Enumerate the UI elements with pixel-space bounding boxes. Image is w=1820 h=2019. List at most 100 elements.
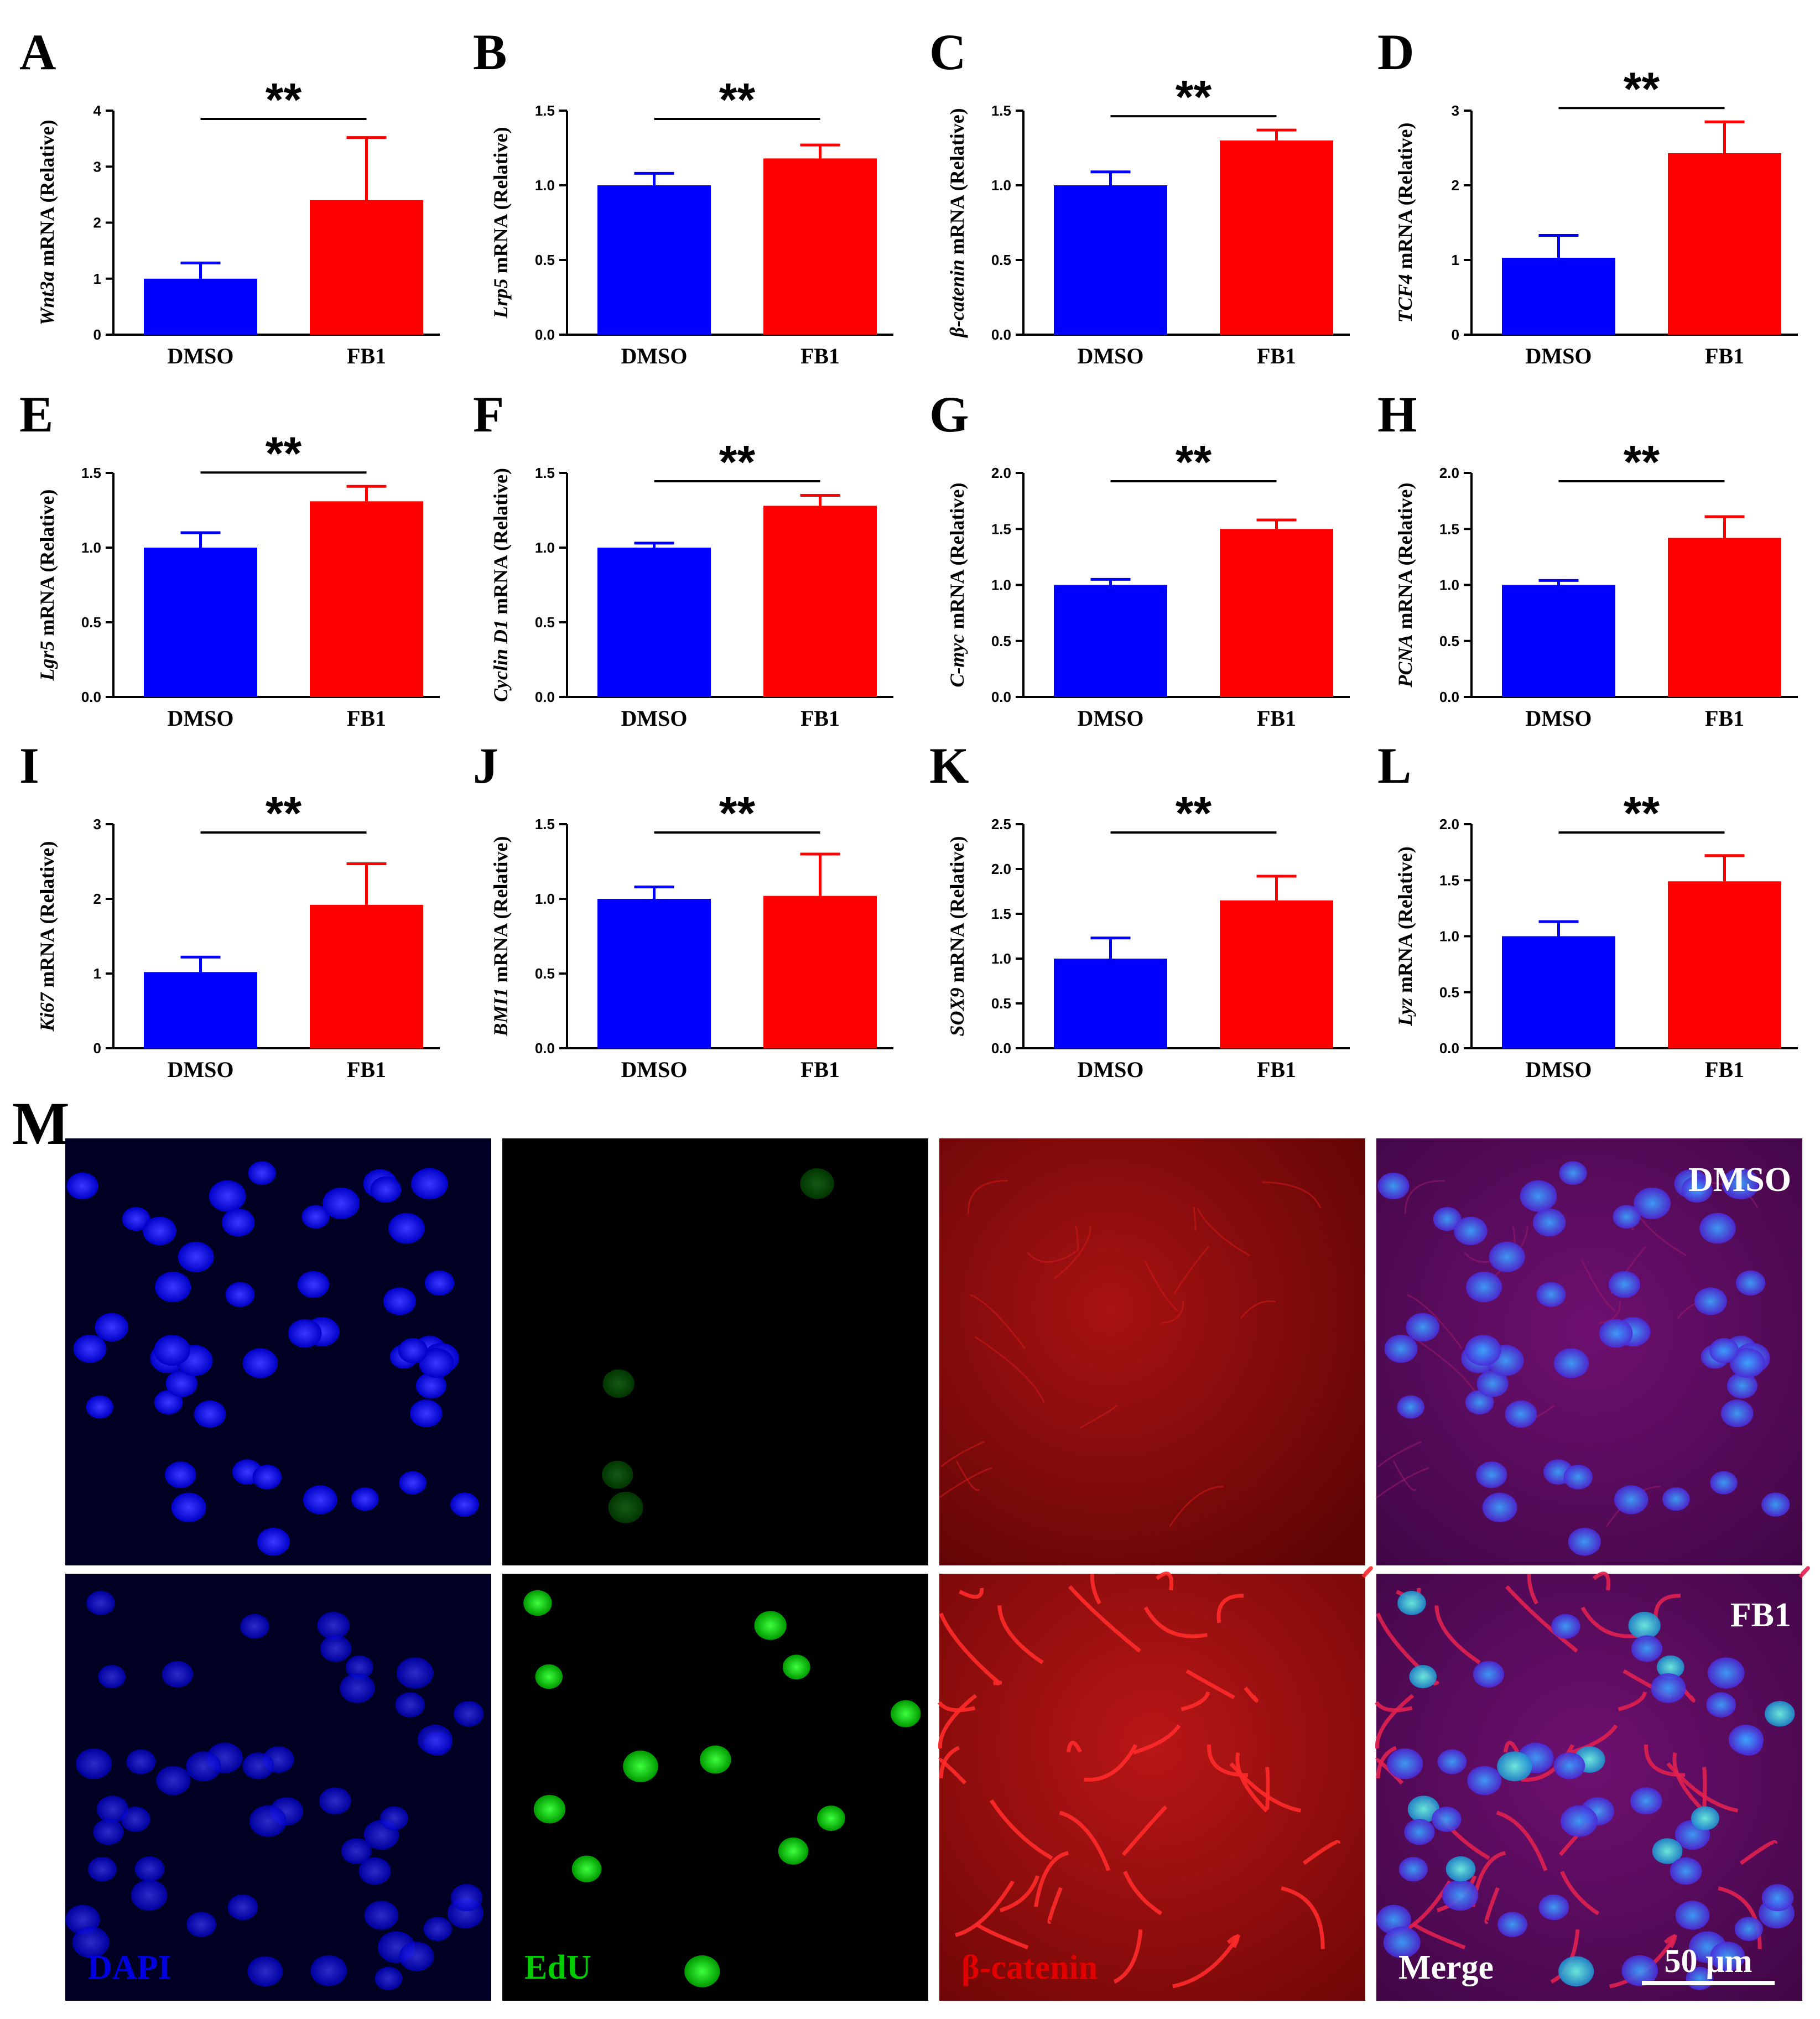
nucleus [93,1819,124,1845]
merged-nucleus [1699,1213,1736,1244]
merged-nucleus [1728,1724,1764,1755]
y-tick-label: 1.5 [1439,872,1459,888]
y-tick-label: 1.5 [1439,521,1459,537]
cell-membrane [940,1440,985,1468]
bar-dmso [144,972,257,1048]
x-tick-label: DMSO [1526,706,1592,731]
y-axis-suffix: mRNA (Relative) [36,841,58,993]
cell-membrane [1505,1585,1578,1653]
merged-nucleus [1681,1176,1713,1203]
y-tick-label: 1.0 [1439,577,1459,594]
merged-nucleus [1387,1748,1423,1779]
nucleus [395,1692,425,1718]
y-tick-label: 0.5 [991,252,1011,268]
merged-nucleus [1691,1806,1719,1830]
nucleus [86,1591,115,1615]
cell-membrane [1599,1300,1621,1324]
nucleus [303,1485,337,1515]
cell-membrane [1666,1762,1739,1813]
chart-panel-d: D 0 1 2 3 TCF4 mRNA (Relative) DMSO FB1 ** [1377,24,1798,368]
nucleus [131,1880,168,1911]
nucleus [301,1205,330,1229]
cell-membrane [1569,1724,1618,1755]
y-tick-label: 0.0 [535,1040,555,1057]
merged-nucleus [1727,1372,1757,1399]
nucleus [86,1395,113,1419]
x-tick-label: FB1 [347,1057,386,1082]
nucleus [87,1856,117,1882]
merged-nucleus [1532,1208,1566,1237]
y-axis-gene: Lgr5 [36,641,58,681]
cell-membrane [1265,1767,1270,1810]
y-axis-gene: BMI1 [490,987,512,1037]
y-tick-label: 0.5 [991,633,1011,649]
significance-stars: ** [266,74,302,126]
x-tick-label: FB1 [800,344,840,368]
significance-stars: ** [1176,787,1212,839]
merged-nucleus [1621,1955,1658,1986]
x-tick-label: FB1 [1257,1057,1296,1082]
nucleus [162,1661,194,1688]
channel-label-dapi: DAPI [87,1949,171,1986]
nucleus [194,1400,226,1428]
y-tick-label: 1 [1452,252,1459,268]
cell-membrane [1377,1440,1422,1468]
cell-membrane [938,1694,977,1749]
edu-nucleus [684,1955,720,1987]
y-tick-label: 0.0 [991,326,1011,343]
merged-nucleus [1536,1282,1566,1307]
x-tick-label: FB1 [1257,706,1296,731]
nucleus [165,1370,197,1397]
x-tick-label: FB1 [1705,706,1744,731]
y-axis-suffix: mRNA (Relative) [490,127,512,279]
nucleus [186,1751,221,1782]
bar-fb1 [1220,900,1333,1048]
chart-panel-c: C 0.0 0.5 1.0 1.5 β-catenin mRNA (Relative) DM… [929,24,1350,368]
edu-nucleus [782,1654,810,1680]
cell-membrane [975,1922,1029,1950]
nucleus [409,1399,443,1428]
scale-bar-label: 50 μm [1665,1943,1753,1979]
nucleus [423,1917,452,1941]
x-tick-label: DMSO [1078,706,1144,731]
panel-letter: E [19,386,53,443]
chart-panel-i: I 0 1 2 3 Ki67 mRNA (Relative) DMSO FB1 ** [19,737,440,1082]
merged-nucleus [1709,1338,1739,1364]
y-tick-label: 1.0 [991,950,1011,967]
nucleus [252,1464,282,1490]
cell-membrane [1027,1249,1079,1263]
y-axis-suffix: mRNA (Relative) [1394,846,1416,998]
x-tick-label: DMSO [168,344,234,368]
cell-membrane [1663,1934,1677,1948]
cell-membrane [1123,1870,1163,1916]
panel-letter: C [929,24,966,80]
cell-membrane [1053,1226,1091,1280]
bar-dmso [1502,585,1615,697]
merged-nucleus [1383,1926,1421,1958]
nucleus [186,1912,216,1937]
y-tick-label: 1.0 [535,539,555,556]
nucleus [399,1942,434,1971]
bar-fb1 [763,506,877,697]
nucleus [345,1655,373,1679]
y-tick-label: 0.0 [81,689,101,705]
nucleus [248,1161,276,1185]
x-tick-label: FB1 [1257,344,1296,368]
merged-nucleus [1734,1917,1763,1941]
channel-label-merge: Merge [1398,1949,1494,1986]
x-tick-label: FB1 [800,1057,840,1082]
chart-panel-k: K 0.0 0.5 1.0 1.5 2.0 2.5 SOX9 mRNA (Relative) D… [929,737,1350,1082]
y-axis-label: Lyz mRNA (Relative) [1394,846,1416,1027]
merged-nucleus [1675,1901,1710,1930]
cell-membrane [1240,1300,1276,1319]
cell-membrane [959,1588,984,1599]
y-axis-gene: Wnt3a [36,271,58,325]
y-tick-label: 0.5 [535,965,555,982]
nucleus [225,1282,255,1307]
nucleus [388,1213,425,1244]
nucleus [156,1766,191,1796]
merged-nucleus [1538,1894,1569,1921]
micrograph-background [1376,1574,1802,2001]
y-axis-gene: Cyclin D1 [490,620,512,702]
bar-fb1 [1668,538,1781,697]
